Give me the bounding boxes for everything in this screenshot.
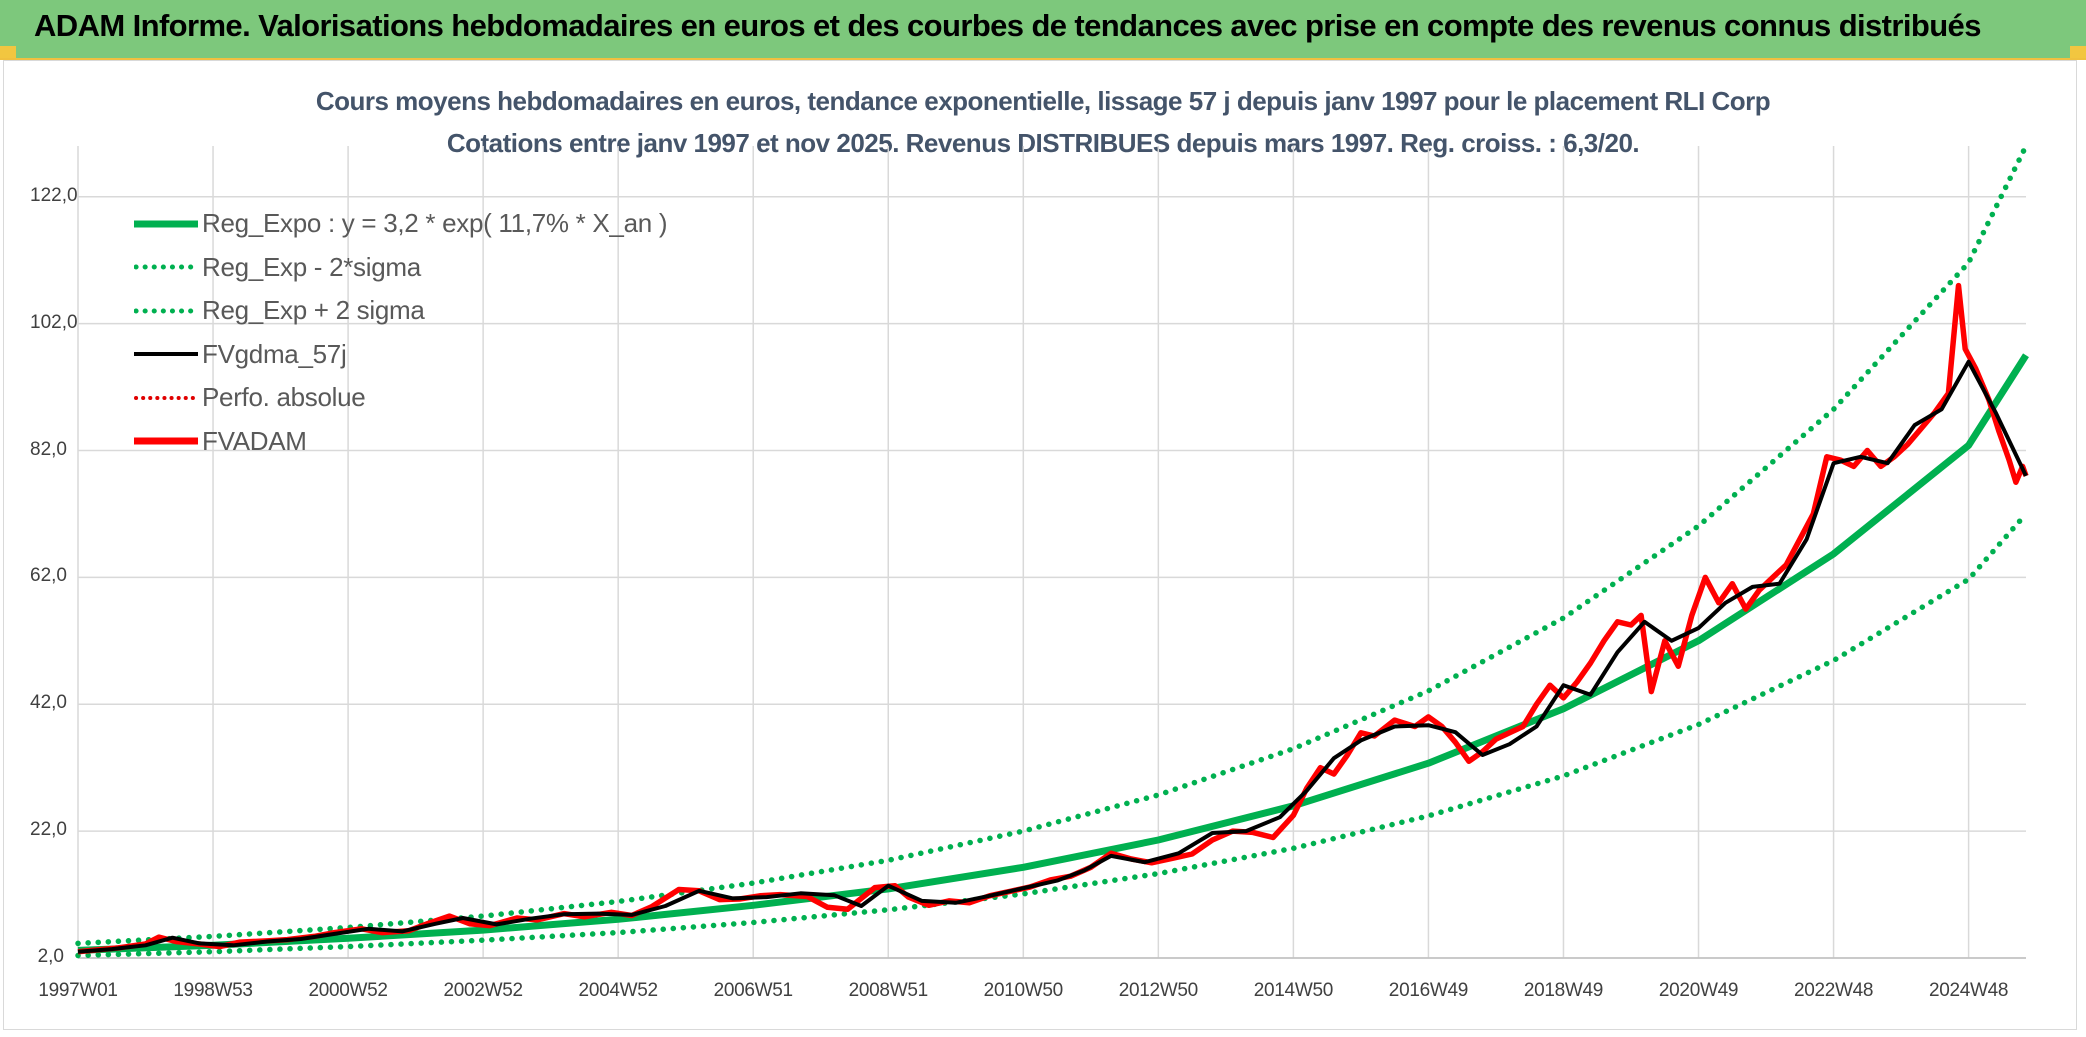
legend-item-fvadam: FVADAM: [134, 420, 667, 464]
x-tick-label: 2000W52: [308, 980, 388, 1001]
y-tick-label: 102,0: [30, 311, 78, 333]
x-tick-label: 2014W50: [1253, 980, 1334, 1001]
legend-item-reg-exp-plus: Reg_Exp + 2 sigma: [134, 289, 667, 333]
legend-label: Reg_Exp - 2*sigma: [202, 251, 421, 282]
chart-area: [3, 60, 2077, 1030]
series-reg-expo: [77, 353, 2029, 954]
y-tick-label: 42,0: [30, 692, 67, 714]
legend-item-perfo: Perfo. absolue: [134, 376, 667, 420]
x-tick-label: 1997W01: [38, 980, 118, 1001]
legend-label: Perfo. absolue: [202, 382, 366, 413]
x-tick-label: 2002W52: [443, 980, 524, 1001]
y-tick-label: 122,0: [30, 184, 78, 206]
x-tick-label: 2012W50: [1118, 980, 1199, 1001]
series-reg-exp-minus-2sigma: [75, 511, 2029, 959]
chart-title: Cours moyens hebdomadaires en euros, ten…: [315, 86, 1771, 116]
x-tick-label: 2024W48: [1928, 980, 2009, 1001]
y-tick-label: 22,0: [30, 819, 67, 841]
x-tick-label: 2006W51: [713, 980, 794, 1001]
y-tick-label: 82,0: [30, 438, 67, 460]
x-tick-label: 1998W53: [173, 980, 253, 1001]
y-tick-label: 2,0: [37, 946, 64, 967]
corner-mark-left: [0, 46, 16, 58]
legend-label: Reg_Expo : y = 3,2 * exp( 11,7% * X_an ): [202, 208, 668, 239]
x-tick-label: 2016W49: [1388, 980, 1469, 1001]
y-tick-label: 62,0: [30, 565, 67, 587]
legend-label: Reg_Exp + 2 sigma: [202, 295, 425, 326]
series-fvgdma-57j: [77, 359, 2028, 954]
series-fvadam: [77, 282, 2029, 955]
report-title: ADAM Informe. Valorisations hebdomadaire…: [34, 8, 1981, 43]
x-tick-label: 2022W48: [1793, 980, 1874, 1001]
report-header: ADAM Informe. Valorisations hebdomadaire…: [0, 0, 2086, 60]
chart-legend: Reg_Expo : y = 3,2 * exp( 11,7% * X_an )…: [134, 202, 668, 464]
legend-item-reg-expo: Reg_Expo : y = 3,2 * exp( 11,7% * X_an ): [134, 202, 668, 246]
x-tick-label: 2010W50: [983, 980, 1064, 1001]
legend-label: FVADAM: [202, 425, 307, 456]
chart-subtitle: Cotations entre janv 1997 et nov 2025. R…: [446, 128, 1640, 158]
x-tick-label: 2018W49: [1523, 980, 1604, 1001]
corner-mark-right: [2070, 46, 2086, 58]
legend-label: FVgdma_57j: [202, 338, 347, 369]
legend-item-fvgdma: FVgdma_57j: [134, 333, 667, 377]
x-tick-label: 2004W52: [578, 980, 659, 1001]
x-tick-label: 2020W49: [1658, 980, 1739, 1001]
series-reg-exp-plus-2sigma: [75, 143, 2029, 947]
x-tick-label: 2008W51: [848, 980, 929, 1001]
legend-item-reg-exp-minus: Reg_Exp - 2*sigma: [134, 246, 667, 290]
